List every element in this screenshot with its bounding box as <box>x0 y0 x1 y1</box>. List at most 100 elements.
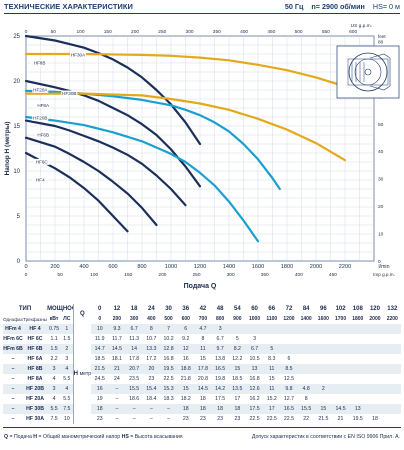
three-phase-model: HF 6B <box>23 344 48 354</box>
curve-label: HF6C <box>33 158 50 165</box>
head-value <box>366 384 384 394</box>
head-value: 11.3 <box>125 334 143 344</box>
head-value: 2 <box>314 384 332 394</box>
head-value <box>331 364 350 374</box>
curve-label-text: HF20B <box>33 115 47 120</box>
head-value: 12.7 <box>280 394 298 404</box>
m3h-value: 12 <box>113 306 121 312</box>
h-label: H метры <box>72 324 92 424</box>
head-value: 24.5 <box>91 374 109 384</box>
m3h-value: 30 <box>165 306 172 312</box>
feet-tick: 20 <box>378 204 384 210</box>
x-tick-label: 2000 <box>310 264 322 270</box>
m3h-value: 24 <box>147 306 155 312</box>
head-value <box>383 414 401 424</box>
three-phase-model: HF 6C <box>23 334 48 344</box>
head-value: – <box>159 414 178 424</box>
head-value: 17 <box>263 404 281 414</box>
head-value: 18 <box>194 394 212 404</box>
head-value: 11.9 <box>91 334 109 344</box>
curve-label-text: HF6C <box>36 160 49 165</box>
imp-gpm-tick: 300 <box>227 272 235 278</box>
m3h-value: 54 <box>234 306 241 312</box>
feet-unit: feet <box>378 34 386 39</box>
curve-label-text: HF8A <box>37 103 50 108</box>
power-header: МОЩНОСТЬ <box>47 306 73 312</box>
head-value: 7 <box>159 324 178 334</box>
lmin-value: 1600 <box>317 316 329 322</box>
head-value: 14.5 <box>194 384 212 394</box>
three-phase-model: HF 30A <box>23 414 48 424</box>
footer-divider <box>3 427 401 428</box>
lmin-value: 1000 <box>248 316 261 322</box>
head-value: 11 <box>263 384 281 394</box>
m3h-value: 36 <box>182 306 190 312</box>
head-value: 15.4 <box>142 384 160 394</box>
head-value <box>366 374 384 384</box>
head-value: 15 <box>177 384 195 394</box>
head-value: 3 <box>211 324 229 334</box>
head-value <box>263 334 281 344</box>
m3h-value: 42 <box>199 306 207 312</box>
m3h-value: 72 <box>285 306 293 312</box>
m3h-value: 84 <box>302 306 310 312</box>
head-value: 18.5 <box>91 354 109 364</box>
three-phase-header: Трехфазный <box>23 316 48 322</box>
head-value: 14.5 <box>108 344 126 354</box>
x-tick-label: 600 <box>108 264 117 270</box>
head-value: 13 <box>349 404 367 414</box>
power-kw: 4 <box>47 394 62 404</box>
curve-label-bg <box>32 176 49 183</box>
power-kw: 3 <box>47 384 62 394</box>
head-value: 15 <box>314 404 332 414</box>
footer-tolerance-note: Допуск характеристик в соответствии с EN… <box>251 434 400 440</box>
head-value: 22.5 <box>159 374 178 384</box>
head-value <box>383 394 401 404</box>
x-tick-label: 0 <box>24 264 27 270</box>
head-value <box>383 354 401 364</box>
head-value <box>349 394 367 404</box>
feet-tick: 80 <box>378 39 384 45</box>
head-value: 18 <box>228 404 246 414</box>
head-value: 15 <box>228 364 246 374</box>
head-value: 6.7 <box>245 344 264 354</box>
head-value <box>366 334 384 344</box>
head-value: 21.5 <box>91 364 109 374</box>
three-phase-model: HF 8B <box>23 364 48 374</box>
imp-gpm-tick: 400 <box>295 272 303 278</box>
curve-label-text: HF4 <box>36 178 45 183</box>
footer-h: H <box>33 434 38 440</box>
head-value <box>314 324 332 334</box>
imp-gpm-tick: 200 <box>158 272 166 278</box>
head-value <box>280 324 298 334</box>
y-tick-label: 10 <box>13 169 20 175</box>
power-hp: 2 <box>61 344 74 354</box>
curve-label: HF8B <box>31 59 48 66</box>
head-value <box>297 344 315 354</box>
head-value <box>366 344 384 354</box>
head-value: 16.5 <box>211 364 229 374</box>
lmin-value: 1800 <box>352 316 364 322</box>
frequency-label: 50 Гц <box>284 2 304 11</box>
head-value: 18.5 <box>228 374 246 384</box>
single-phase-header: Однофазный <box>3 316 23 322</box>
lmin-value: 900 <box>233 316 242 322</box>
head-value <box>349 344 367 354</box>
power-kw: 0.75 <box>47 324 62 334</box>
power-hp: 7.5 <box>61 404 74 414</box>
imp-gpm-tick: 50 <box>57 272 63 278</box>
table-row: – HF 20B 3 4 16–15.5 15.4 15.3 15 14.5 14.2 13.5 12… <box>3 384 401 394</box>
head-value <box>383 404 401 414</box>
head-value: 12.6 <box>245 384 264 394</box>
head-value: 23 <box>194 414 212 424</box>
curve-label: HF4 <box>32 176 49 183</box>
head-value: 18.4 <box>142 394 160 404</box>
performance-chart: HF8AHF8BHF8AHF6BHF6CHF4HF30AHF20AHF30BHF… <box>4 23 400 290</box>
lmin-value: 300 <box>129 316 139 322</box>
head-value: 13.3 <box>142 344 160 354</box>
us-gpm-tick: 200 <box>131 29 139 35</box>
head-value: 5 <box>263 344 281 354</box>
head-value: 18.6 <box>125 394 143 404</box>
head-value: 17.8 <box>194 364 212 374</box>
